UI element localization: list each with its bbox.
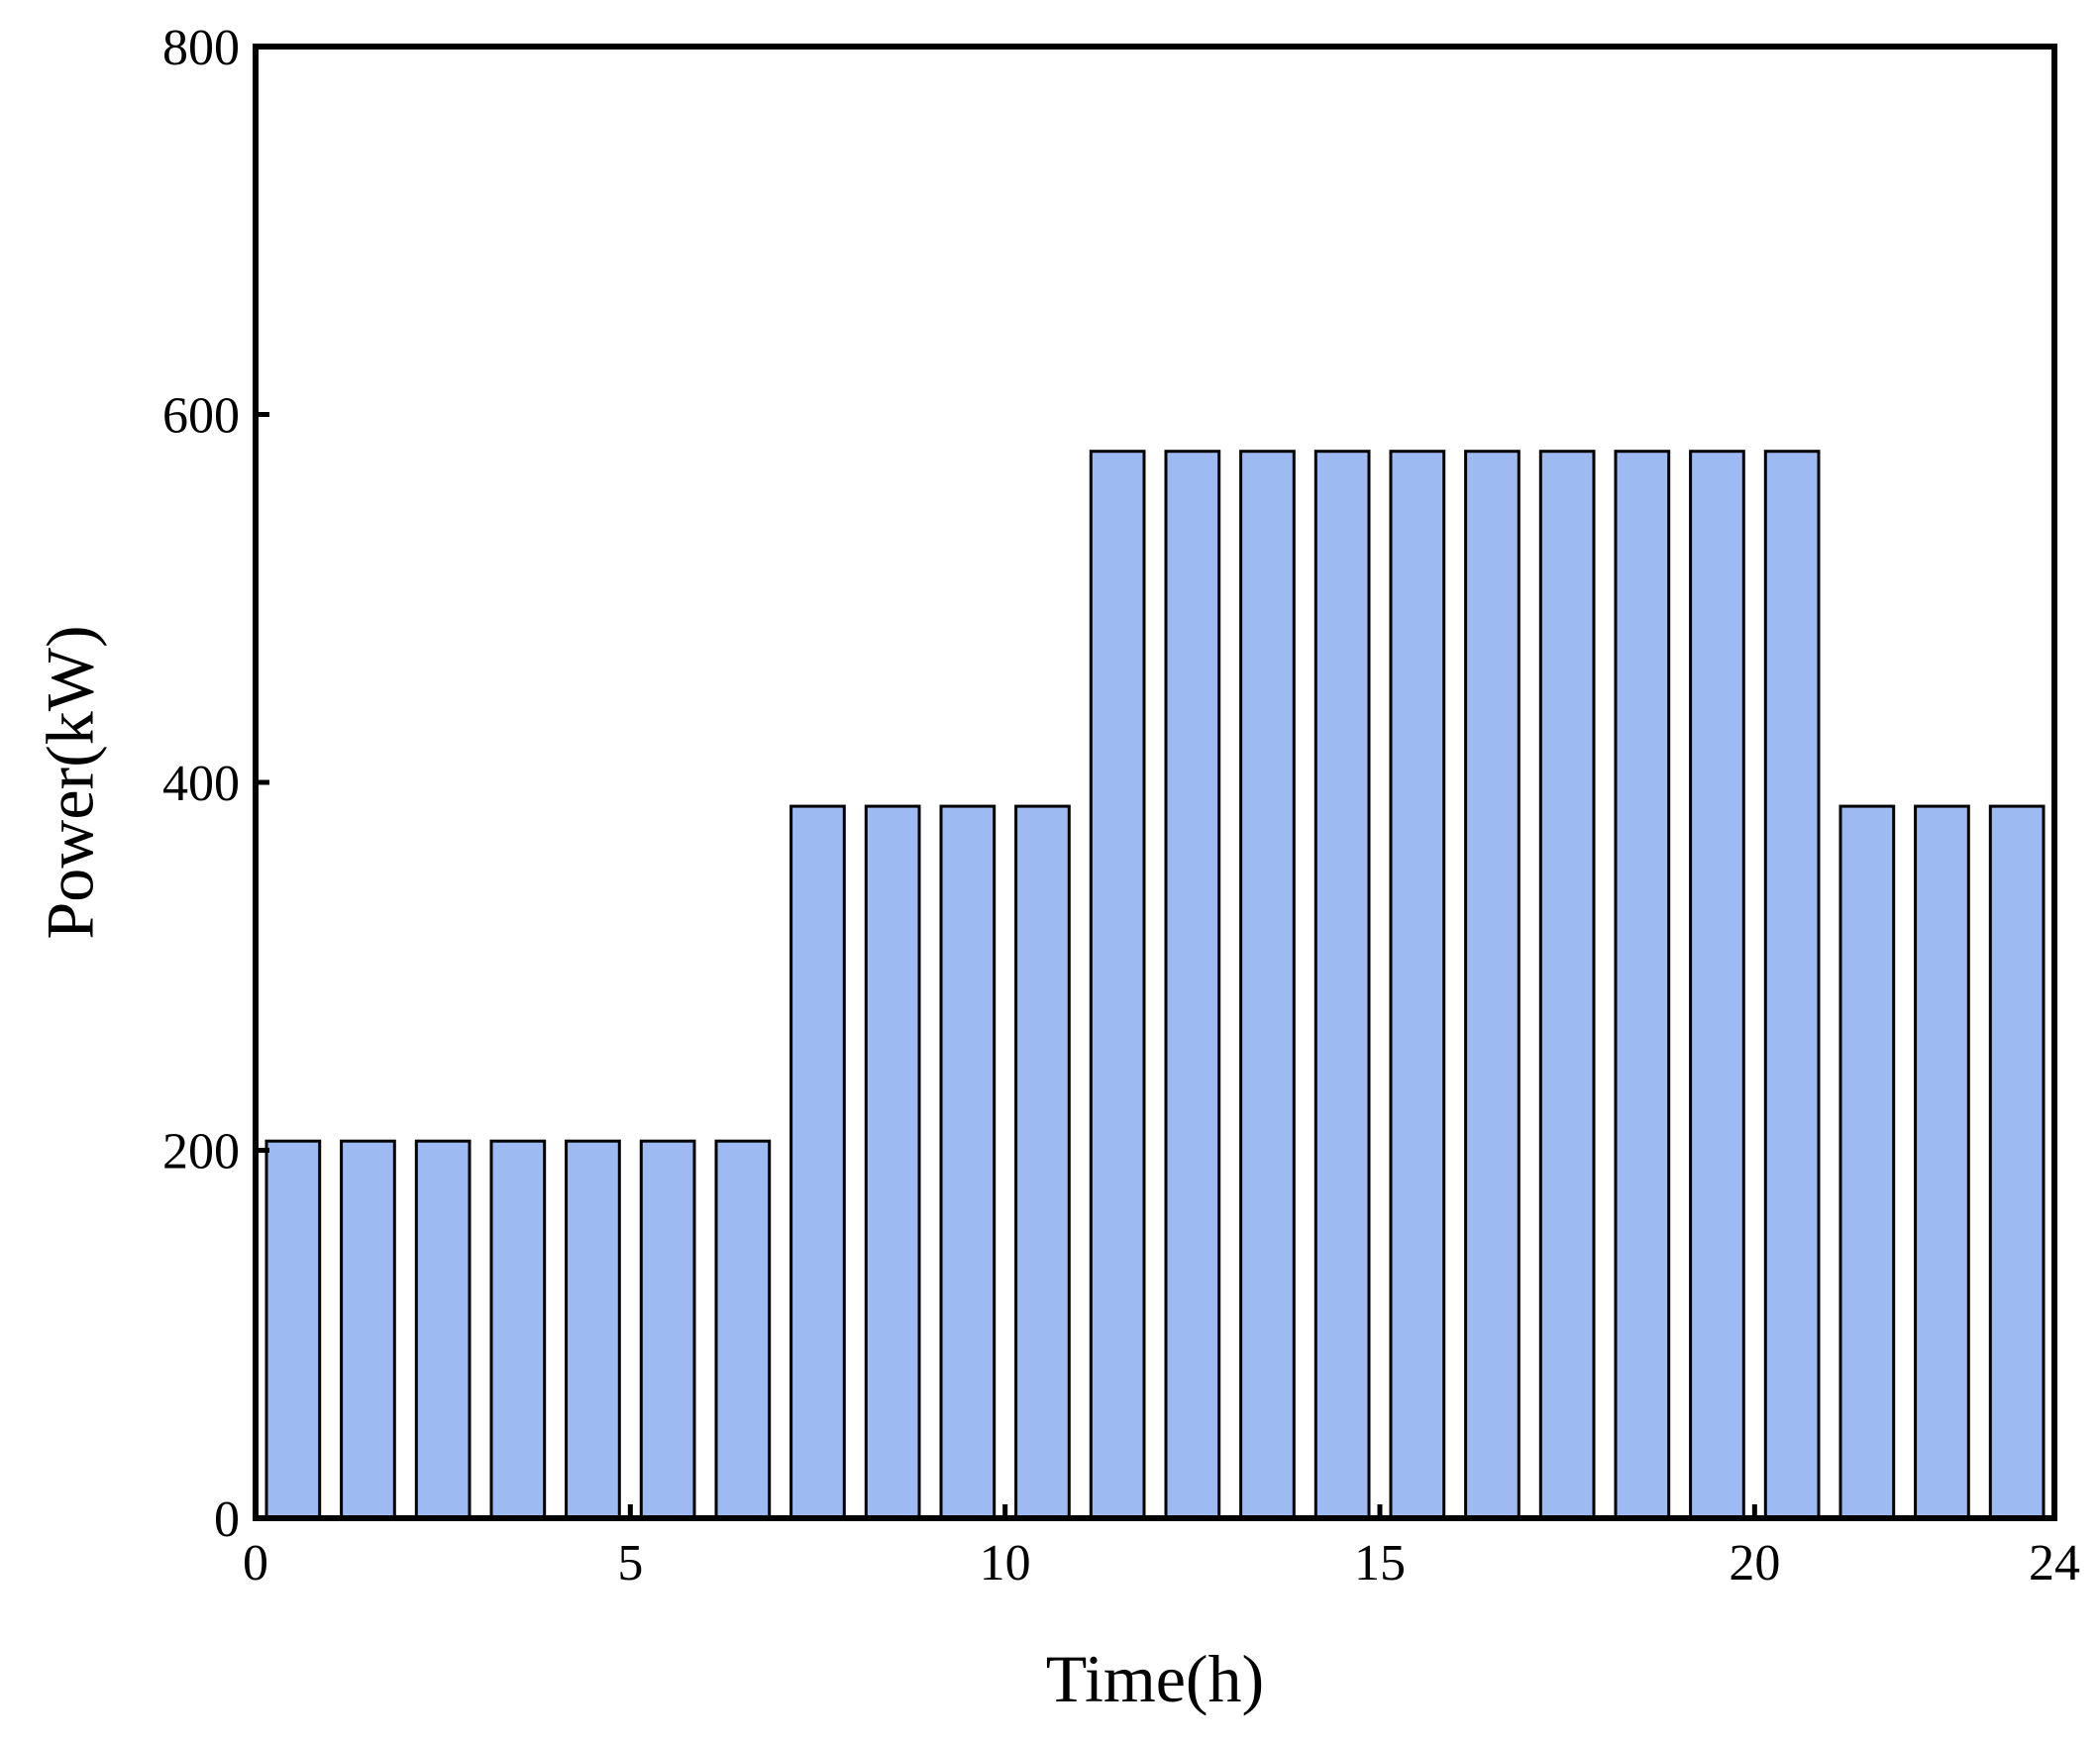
y-tick-label: 200 (162, 1124, 240, 1180)
bar-hour-23 (1914, 804, 1970, 1520)
bar-hour-13 (1164, 450, 1221, 1520)
bar-hour-21 (1763, 450, 1821, 1520)
bars-layer (264, 450, 2046, 1520)
bar-hour-18 (1538, 450, 1596, 1520)
bar-hour-19 (1614, 450, 1671, 1520)
y-tick-label: 0 (214, 1491, 240, 1548)
x-tick-label: 5 (617, 1535, 643, 1591)
bar-hour-3 (414, 1139, 472, 1520)
bar-hour-11 (1014, 804, 1071, 1520)
bar-hour-22 (1838, 804, 1896, 1520)
y-tick-label: 600 (162, 388, 240, 445)
ticks-layer (253, 44, 2057, 1521)
bar-hour-1 (264, 1139, 322, 1520)
labels-layer: 0 5 10 15 20 24 0 200 400 600 800 (162, 20, 2080, 1591)
x-tick-label: 15 (1354, 1535, 1406, 1591)
x-tick-label: 10 (980, 1535, 1031, 1591)
bar-hour-2 (340, 1139, 396, 1520)
bar-hour-15 (1313, 450, 1371, 1520)
bar-hour-24 (1988, 804, 2046, 1520)
y-tick-label: 400 (162, 756, 240, 812)
bar-hour-9 (864, 804, 921, 1520)
bar-hour-8 (789, 804, 846, 1520)
bar-hour-5 (565, 1139, 621, 1520)
bar-hour-7 (714, 1139, 772, 1520)
bar-hour-16 (1389, 450, 1446, 1520)
y-tick-label: 800 (162, 20, 240, 76)
bar-hour-6 (639, 1139, 696, 1520)
x-tick-label: 24 (2029, 1535, 2080, 1591)
x-axis-title: Time(h) (1046, 1641, 1264, 1716)
bar-hour-12 (1089, 450, 1146, 1520)
x-tick-label: 0 (243, 1535, 268, 1591)
bar-hour-17 (1464, 450, 1521, 1520)
x-tick-label: 20 (1729, 1535, 1780, 1591)
bar-hour-10 (939, 804, 997, 1520)
bar-hour-4 (489, 1139, 547, 1520)
bar-hour-14 (1239, 450, 1296, 1520)
bar-hour-20 (1689, 450, 1745, 1520)
y-axis-title: Power(kW) (33, 625, 108, 939)
